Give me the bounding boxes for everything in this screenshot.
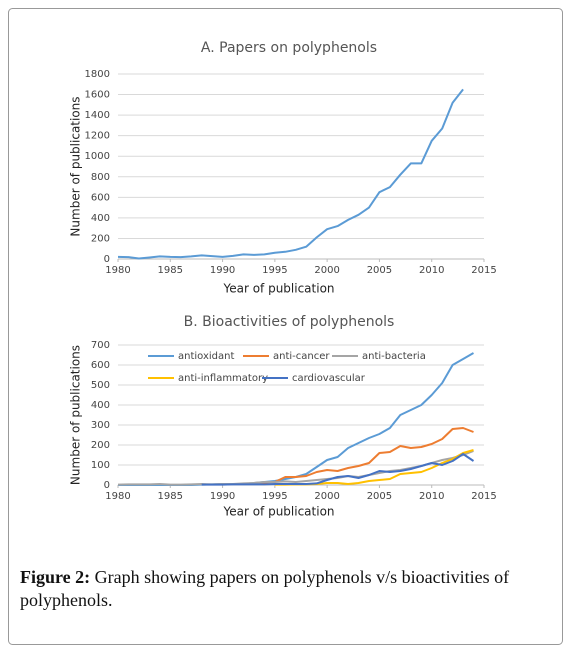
x-axis-label: Year of publication — [222, 282, 334, 296]
x-tick-label: 1985 — [158, 491, 183, 502]
x-tick-label: 1990 — [210, 265, 235, 276]
y-axis-label: Number of publications — [69, 345, 83, 485]
x-tick-label: 1980 — [105, 491, 130, 502]
legend-label: anti-cancer — [273, 351, 330, 362]
y-tick-label: 200 — [91, 233, 110, 244]
x-tick-label: 1995 — [262, 265, 287, 276]
x-tick-label: 2015 — [471, 265, 496, 276]
y-tick-label: 300 — [91, 420, 110, 431]
y-tick-label: 600 — [91, 192, 110, 203]
y-tick-label: 200 — [91, 440, 110, 451]
x-axis-label: Year of publication — [222, 505, 334, 519]
x-tick-label: 1990 — [210, 491, 235, 502]
caption-label: Figure 2: — [20, 567, 91, 587]
legend-label: anti-bacteria — [362, 351, 426, 362]
chart-title: B. Bioactivities of polyphenols — [184, 314, 395, 330]
x-tick-label: 2005 — [367, 265, 392, 276]
x-tick-label: 2015 — [471, 491, 496, 502]
x-tick-label: 2010 — [419, 265, 444, 276]
legend-label: antioxidant — [178, 351, 234, 362]
line — [117, 88, 464, 260]
y-tick-label: 1000 — [85, 151, 110, 162]
y-tick-label: 800 — [91, 172, 110, 183]
y-tick-label: 1600 — [85, 90, 110, 101]
y-tick-label: 400 — [91, 213, 110, 224]
y-tick-label: 400 — [91, 400, 110, 411]
chart-title: A. Papers on polyphenols — [201, 40, 377, 56]
y-tick-label: 0 — [104, 254, 110, 265]
x-tick-label: 1995 — [262, 491, 287, 502]
y-axis-label: Number of publications — [69, 96, 83, 236]
legend-label: cardiovascular — [292, 373, 366, 384]
x-tick-label: 2000 — [314, 491, 339, 502]
frame — [8, 8, 563, 645]
legend-label: anti-inflammatory — [178, 373, 268, 384]
line — [274, 449, 474, 486]
x-tick-label: 2010 — [419, 491, 444, 502]
x-tick-label: 1985 — [158, 265, 183, 276]
x-tick-label: 2000 — [314, 265, 339, 276]
caption: Figure 2: Graph showing papers on polyph… — [20, 566, 560, 612]
y-tick-label: 1800 — [85, 69, 110, 80]
y-tick-label: 600 — [91, 360, 110, 371]
x-tick-label: 1980 — [105, 265, 130, 276]
line — [201, 453, 475, 486]
y-tick-label: 0 — [104, 480, 110, 491]
y-tick-label: 500 — [91, 380, 110, 391]
line — [253, 427, 474, 484]
y-tick-label: 1400 — [85, 110, 110, 121]
y-tick-label: 100 — [91, 460, 110, 471]
line — [117, 450, 474, 486]
caption-text: Graph showing papers on polyphenols v/s … — [20, 567, 510, 610]
y-tick-label: 1200 — [85, 131, 110, 142]
x-tick-label: 2005 — [367, 491, 392, 502]
y-tick-label: 700 — [91, 340, 110, 351]
